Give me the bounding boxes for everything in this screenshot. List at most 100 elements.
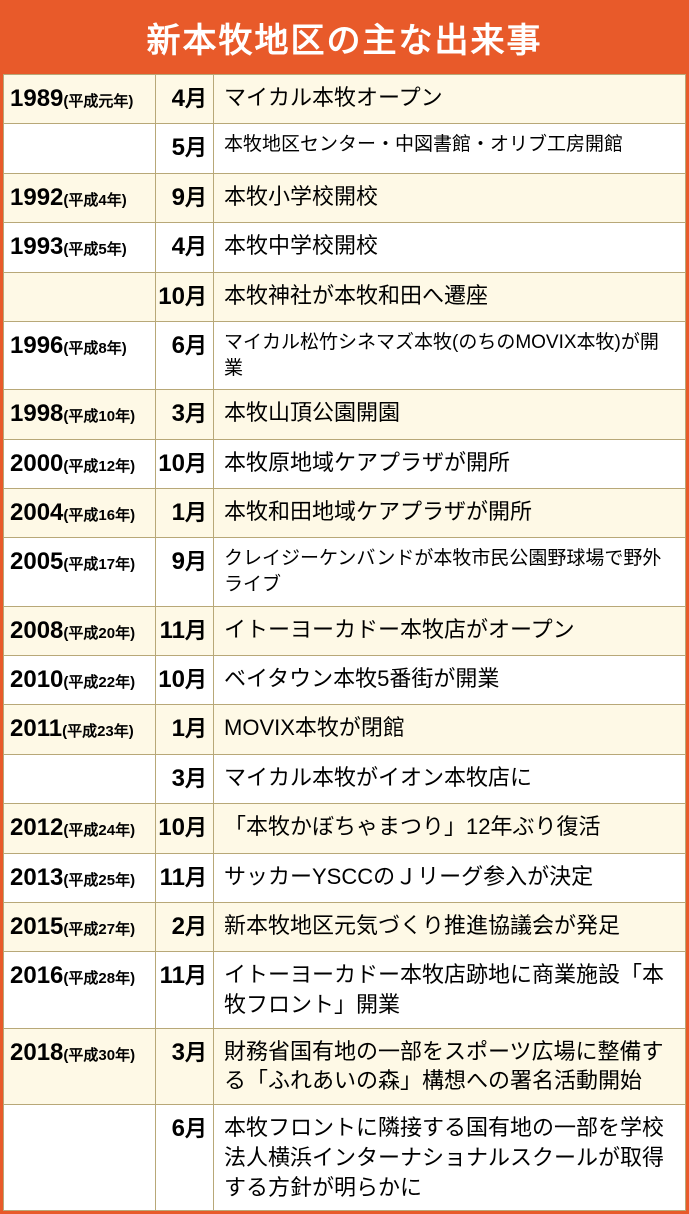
year-western: 2005: [10, 548, 63, 575]
year-era: (平成元年): [63, 93, 133, 110]
month-suffix: 月: [185, 914, 207, 939]
year-western: 1993: [10, 233, 63, 260]
event-cell: MOVIX本牧が閉館: [214, 705, 686, 754]
month-suffix: 月: [185, 766, 207, 791]
month-cell: 4月: [156, 223, 214, 272]
event-cell: 新本牧地区元気づくり推進協議会が発足: [214, 903, 686, 952]
year-cell: 1993(平成5年): [4, 223, 156, 272]
events-table: 1989(平成元年)4月マイカル本牧オープン5月本牧地区センター・中図書館・オリ…: [3, 74, 686, 1211]
event-cell: サッカーYSCCのＪリーグ参入が決定: [214, 853, 686, 902]
month-suffix: 月: [185, 1116, 207, 1141]
month-number: 4: [172, 233, 185, 260]
year-cell: [4, 272, 156, 321]
month-suffix: 月: [185, 86, 207, 111]
table-row: 3月マイカル本牧がイオン本牧店に: [4, 754, 686, 803]
event-cell: 「本牧かぼちゃまつり」12年ぶり復活: [214, 804, 686, 853]
month-number: 1: [172, 499, 185, 526]
month-cell: 6月: [156, 321, 214, 389]
event-cell: 本牧地区センター・中図書館・オリブ工房開館: [214, 124, 686, 173]
year-era: (平成8年): [63, 340, 126, 357]
event-cell: マイカル本牧オープン: [214, 75, 686, 124]
year-western: 1992: [10, 184, 63, 211]
month-cell: 11月: [156, 853, 214, 902]
month-suffix: 月: [185, 284, 207, 309]
year-era: (平成4年): [63, 192, 126, 209]
title: 新本牧地区の主な出来事: [3, 3, 686, 74]
month-number: 1: [172, 715, 185, 742]
year-western: 2011: [10, 715, 62, 742]
month-suffix: 月: [185, 549, 207, 574]
month-suffix: 月: [185, 618, 207, 643]
year-cell: 1989(平成元年): [4, 75, 156, 124]
year-era: (平成24年): [63, 822, 135, 839]
year-western: 2018: [10, 1039, 63, 1066]
table-row: 1998(平成10年)3月本牧山頂公園開園: [4, 390, 686, 439]
table-row: 2010(平成22年)10月ベイタウン本牧5番街が開業: [4, 656, 686, 705]
year-western: 2000: [10, 450, 63, 477]
month-cell: 3月: [156, 754, 214, 803]
month-number: 5: [172, 134, 185, 161]
year-western: 2015: [10, 913, 63, 940]
year-cell: 2013(平成25年): [4, 853, 156, 902]
year-cell: [4, 124, 156, 173]
month-cell: 9月: [156, 538, 214, 606]
event-cell: 本牧中学校開校: [214, 223, 686, 272]
year-cell: 2008(平成20年): [4, 606, 156, 655]
event-cell: 本牧和田地域ケアプラザが開所: [214, 489, 686, 538]
month-suffix: 月: [185, 135, 207, 160]
month-cell: 10月: [156, 272, 214, 321]
year-western: 2010: [10, 666, 63, 693]
month-suffix: 月: [185, 667, 207, 692]
year-cell: 1998(平成10年): [4, 390, 156, 439]
event-cell: イトーヨーカドー本牧店がオープン: [214, 606, 686, 655]
month-cell: 9月: [156, 173, 214, 222]
year-western: 1996: [10, 332, 63, 359]
event-cell: 本牧小学校開校: [214, 173, 686, 222]
month-number: 11: [160, 617, 185, 644]
month-cell: 10月: [156, 656, 214, 705]
event-cell: 本牧神社が本牧和田へ遷座: [214, 272, 686, 321]
month-suffix: 月: [185, 1040, 207, 1065]
year-western: 2013: [10, 864, 63, 891]
event-cell: クレイジーケンバンドが本牧市民公園野球場で野外ライブ: [214, 538, 686, 606]
table-row: 2013(平成25年)11月サッカーYSCCのＪリーグ参入が決定: [4, 853, 686, 902]
month-number: 10: [158, 814, 185, 841]
table-row: 2016(平成28年)11月イトーヨーカドー本牧店跡地に商業施設「本牧フロント」…: [4, 952, 686, 1028]
year-era: (平成12年): [63, 458, 135, 475]
year-western: 2008: [10, 617, 63, 644]
table-row: 2008(平成20年)11月イトーヨーカドー本牧店がオープン: [4, 606, 686, 655]
table-row: 2005(平成17年) 9月クレイジーケンバンドが本牧市民公園野球場で野外ライブ: [4, 538, 686, 606]
month-number: 3: [172, 1039, 185, 1066]
year-cell: 2011(平成23年): [4, 705, 156, 754]
year-cell: 2015(平成27年): [4, 903, 156, 952]
month-suffix: 月: [185, 963, 207, 988]
table-row: 1993(平成5年)4月本牧中学校開校: [4, 223, 686, 272]
year-western: 1998: [10, 400, 63, 427]
year-era: (平成17年): [63, 556, 135, 573]
month-number: 6: [172, 332, 185, 359]
year-western: 1989: [10, 85, 63, 112]
month-number: 9: [172, 548, 185, 575]
year-cell: [4, 754, 156, 803]
year-western: 2016: [10, 962, 63, 989]
year-cell: 2016(平成28年): [4, 952, 156, 1028]
month-cell: 4月: [156, 75, 214, 124]
month-number: 2: [172, 913, 185, 940]
event-cell: マイカル本牧がイオン本牧店に: [214, 754, 686, 803]
month-cell: 6月: [156, 1105, 214, 1211]
year-era: (平成5年): [63, 241, 126, 258]
month-number: 10: [158, 450, 185, 477]
year-cell: 2010(平成22年): [4, 656, 156, 705]
month-cell: 11月: [156, 952, 214, 1028]
month-suffix: 月: [185, 451, 207, 476]
table-row: 2000(平成12年) 10月本牧原地域ケアプラザが開所: [4, 439, 686, 488]
event-cell: 本牧フロントに隣接する国有地の一部を学校法人横浜インターナショナルスクールが取得…: [214, 1105, 686, 1211]
event-cell: 本牧原地域ケアプラザが開所: [214, 439, 686, 488]
month-cell: 10月: [156, 804, 214, 853]
month-suffix: 月: [185, 333, 207, 358]
month-suffix: 月: [185, 815, 207, 840]
month-number: 11: [160, 864, 185, 891]
month-suffix: 月: [185, 185, 207, 210]
year-cell: 2018(平成30年): [4, 1028, 156, 1104]
month-number: 3: [172, 765, 185, 792]
